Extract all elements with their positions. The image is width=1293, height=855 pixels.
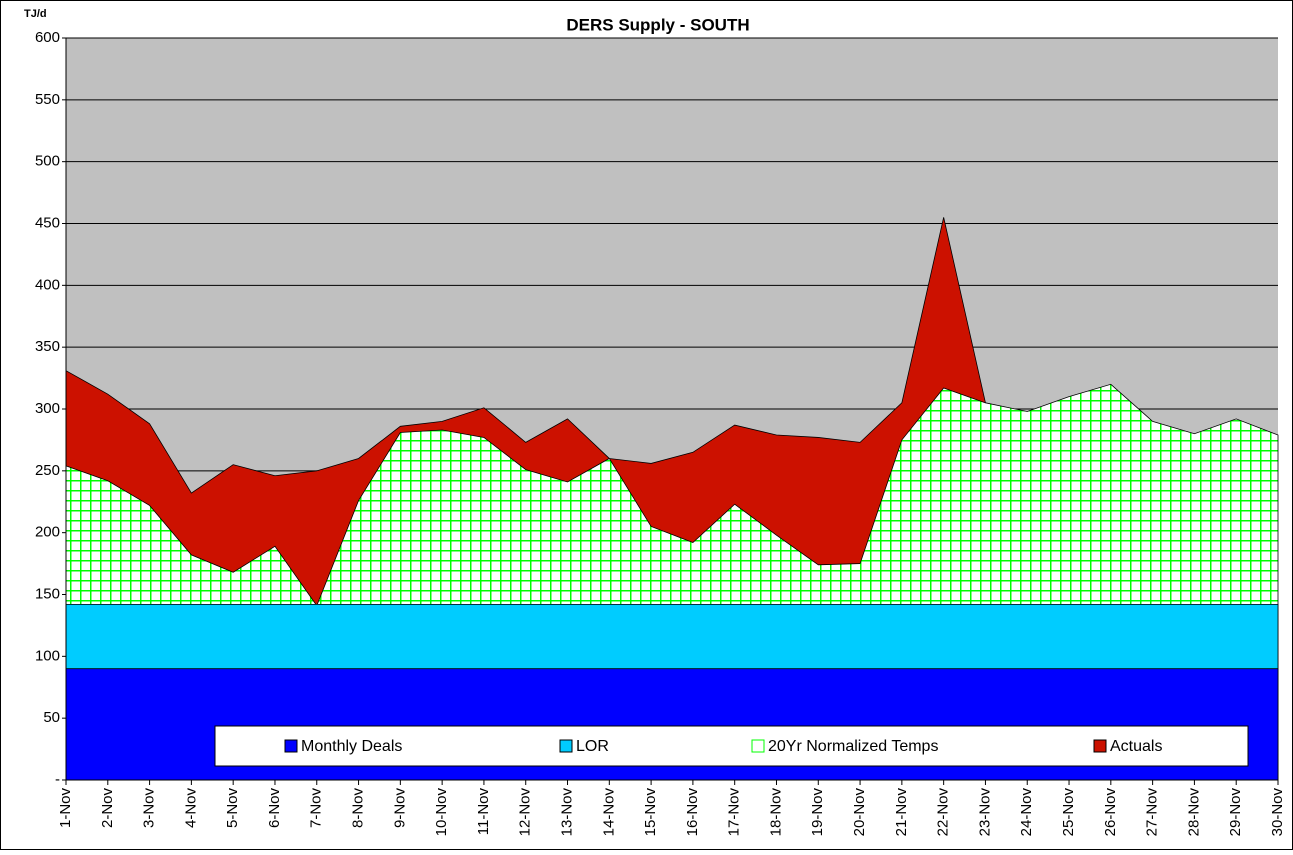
x-tick-label: 2-Nov — [99, 788, 116, 829]
x-tick-label: 11-Nov — [475, 788, 492, 836]
x-tick-label: 17-Nov — [726, 788, 743, 837]
x-tick-label: 8-Nov — [350, 788, 367, 829]
x-tick-label: 27-Nov — [1144, 788, 1161, 837]
y-tick-label: 450 — [35, 214, 60, 231]
x-tick-label: 25-Nov — [1060, 788, 1077, 837]
y-tick-label: - — [55, 771, 60, 788]
x-tick-label: 24-Nov — [1018, 788, 1035, 837]
legend-label: Actuals — [1110, 738, 1162, 755]
legend-swatch — [751, 739, 765, 753]
y-tick-label: 550 — [35, 91, 60, 108]
y-tick-label: 100 — [35, 647, 60, 664]
x-tick-label: 4-Nov — [182, 788, 199, 829]
y-tick-label: 250 — [35, 462, 60, 479]
legend-swatch — [1093, 739, 1107, 753]
x-tick-label: 9-Nov — [391, 788, 408, 829]
x-tick-label: 28-Nov — [1185, 788, 1202, 837]
y-tick-label: 300 — [35, 400, 60, 417]
legend-swatch — [559, 739, 573, 753]
x-tick-label: 30-Nov — [1269, 788, 1286, 837]
x-tick-label: 26-Nov — [1102, 788, 1119, 837]
chart-title: DERS Supply - SOUTH — [566, 15, 749, 34]
x-tick-label: 10-Nov — [433, 788, 450, 837]
y-tick-label: 350 — [35, 338, 60, 355]
y-tick-label: 150 — [35, 585, 60, 602]
y-tick-label: 400 — [35, 276, 60, 293]
x-tick-label: 22-Nov — [935, 788, 952, 837]
x-tick-label: 18-Nov — [767, 788, 784, 837]
legend-label: LOR — [576, 738, 609, 755]
x-tick-label: 6-Nov — [266, 788, 283, 829]
x-tick-label: 23-Nov — [976, 788, 993, 837]
legend-box — [214, 725, 1249, 767]
x-tick-label: 7-Nov — [308, 788, 325, 829]
x-tick-label: 15-Nov — [642, 788, 659, 837]
legend-label: Monthly Deals — [301, 738, 402, 755]
x-tick-label: 21-Nov — [893, 788, 910, 837]
x-tick-label: 5-Nov — [224, 788, 241, 829]
y-axis-label: TJ/d — [24, 8, 47, 20]
x-tick-label: 13-Nov — [558, 788, 575, 837]
x-tick-label: 19-Nov — [809, 788, 826, 837]
legend-swatch — [284, 739, 298, 753]
y-tick-label: 500 — [35, 153, 60, 170]
y-tick-label: 50 — [43, 709, 60, 726]
x-tick-label: 20-Nov — [851, 788, 868, 837]
y-tick-label: 200 — [35, 524, 60, 541]
x-tick-label: 29-Nov — [1227, 788, 1244, 837]
x-tick-label: 3-Nov — [141, 788, 158, 829]
x-tick-label: 14-Nov — [600, 788, 617, 837]
x-tick-label: 16-Nov — [684, 788, 701, 837]
legend-label: 20Yr Normalized Temps — [768, 738, 938, 755]
x-tick-label: 1-Nov — [57, 788, 74, 829]
y-tick-label: 600 — [35, 29, 60, 46]
x-tick-label: 12-Nov — [517, 788, 534, 837]
